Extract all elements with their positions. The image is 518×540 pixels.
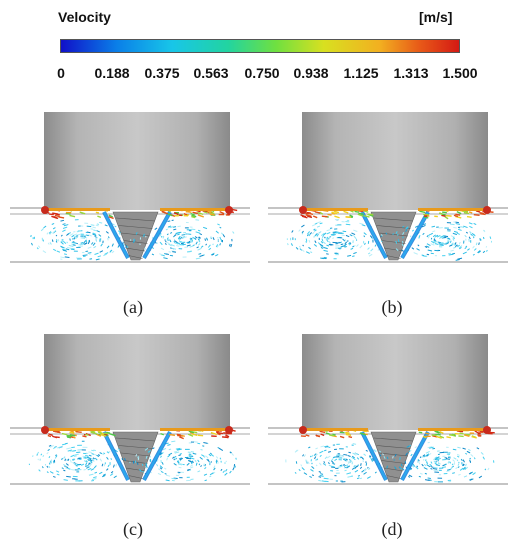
colorbar-tick-5: 0.938	[293, 65, 328, 81]
colorbar-tick-3: 0.563	[193, 65, 228, 81]
colorbar-tick-8: 1.500	[442, 65, 477, 81]
cylinder-body	[44, 112, 230, 210]
cylinder-body	[302, 112, 488, 210]
flow-visualization	[268, 108, 508, 268]
colorbar-tick-1: 0.188	[94, 65, 129, 81]
simulation-panel-a	[10, 108, 250, 268]
velocity-colorbar	[60, 39, 460, 53]
panel-caption-b: (b)	[382, 297, 403, 318]
colorbar-tick-7: 1.313	[393, 65, 428, 81]
simulation-panel-d	[268, 330, 508, 490]
cylinder-body	[44, 334, 230, 430]
flow-visualization	[10, 330, 250, 490]
simulation-panel-c	[10, 330, 250, 490]
flow-visualization	[10, 108, 250, 268]
colorbar-tick-6: 1.125	[343, 65, 378, 81]
colorbar-tick-0: 0	[57, 65, 65, 81]
colorbar-tick-4: 0.750	[244, 65, 279, 81]
panel-caption-c: (c)	[123, 519, 143, 540]
flow-visualization	[268, 330, 508, 490]
panel-caption-d: (d)	[382, 519, 403, 540]
simulation-panel-b	[268, 108, 508, 268]
cylinder-body	[302, 334, 488, 430]
legend-unit: [m/s]	[419, 9, 452, 25]
colorbar-tick-2: 0.375	[144, 65, 179, 81]
panel-caption-a: (a)	[123, 297, 143, 318]
legend-title: Velocity	[58, 9, 111, 25]
